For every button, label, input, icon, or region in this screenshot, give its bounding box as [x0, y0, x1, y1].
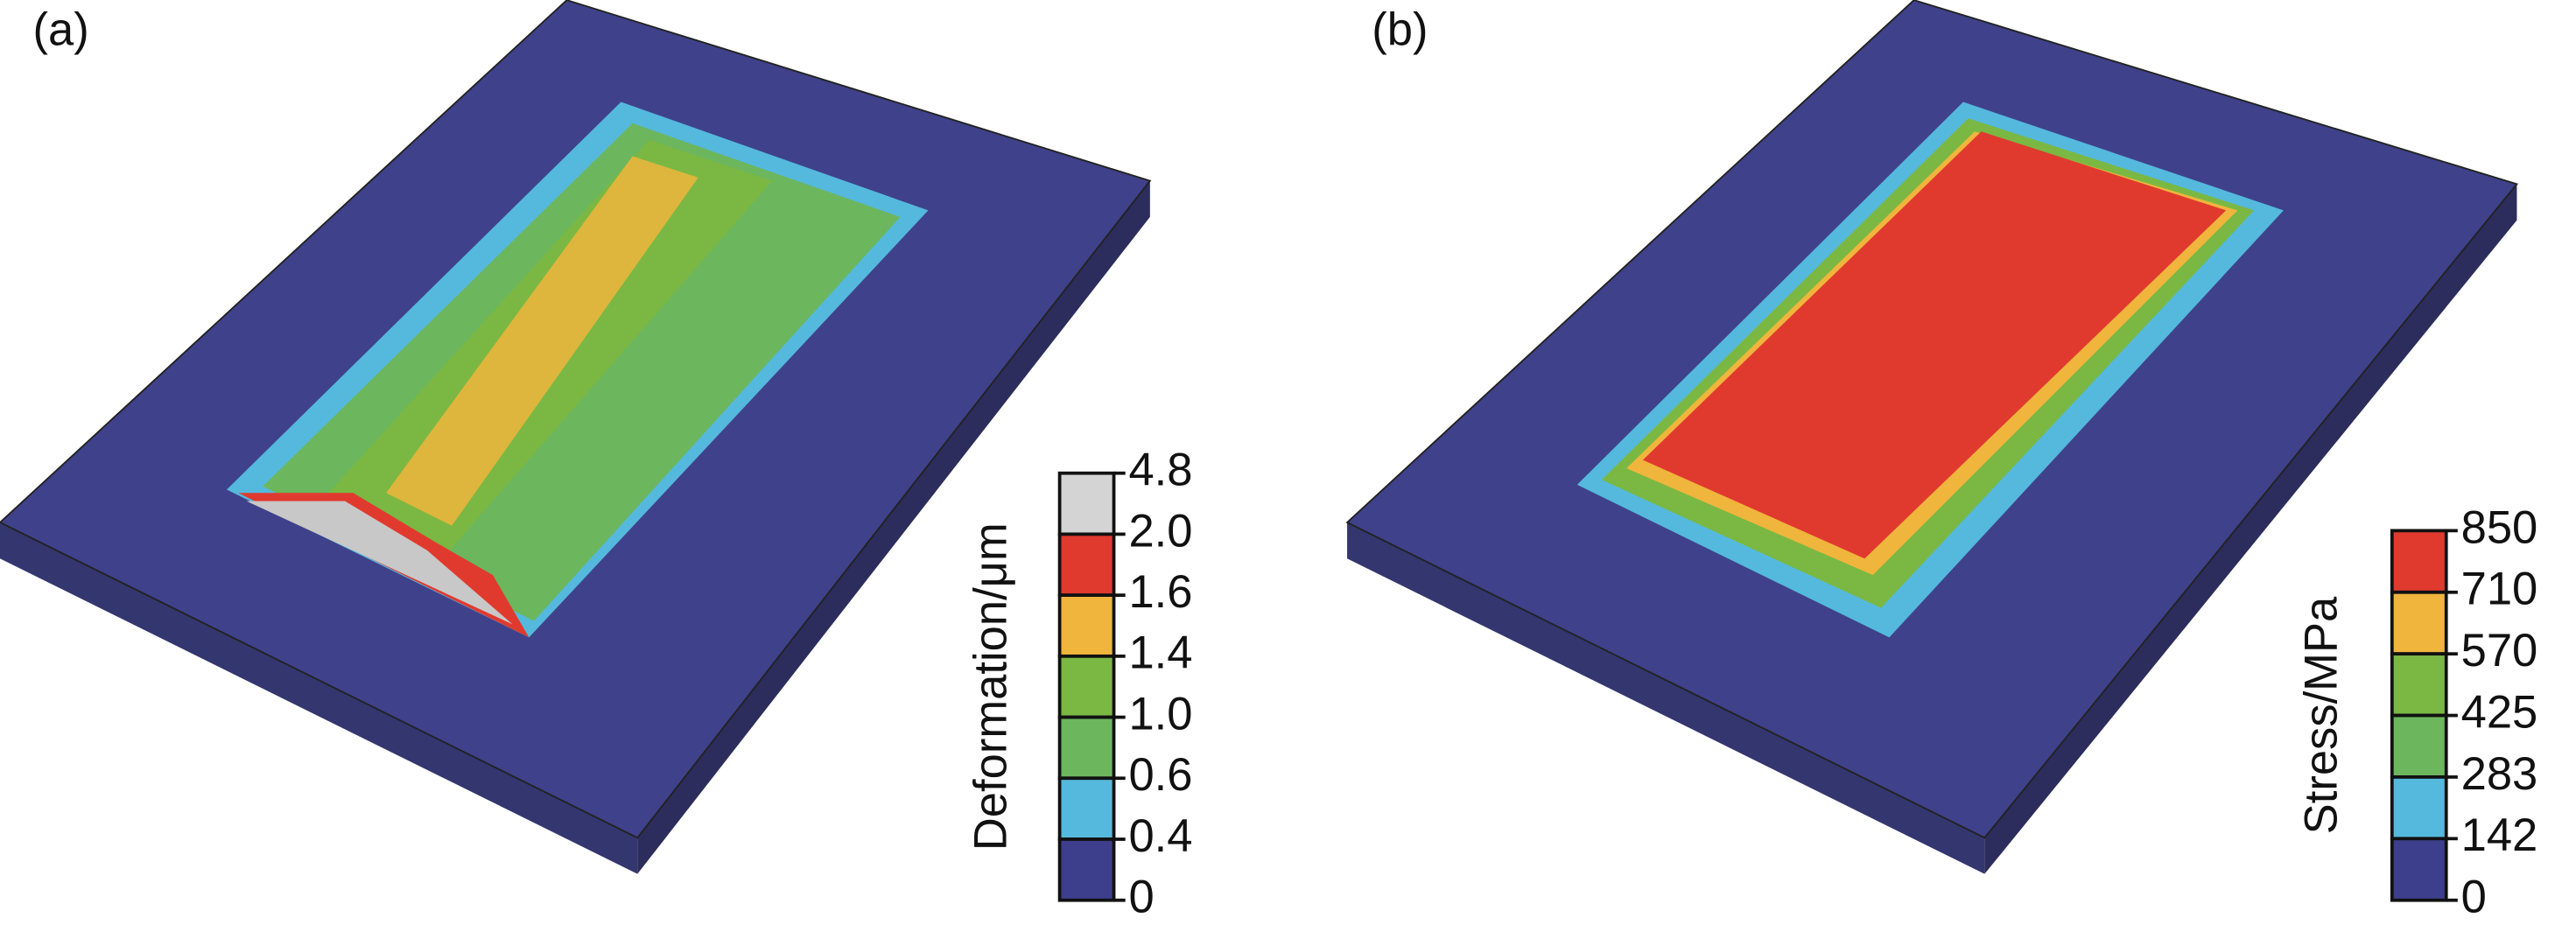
colorbar-swatch — [1057, 837, 1116, 902]
colorbar-swatch — [2390, 775, 2448, 841]
colorbar-title: Deformation/μm — [965, 522, 1016, 851]
colorbar-swatch — [1057, 715, 1116, 781]
colorbar-tick-label: 142 — [2461, 809, 2538, 861]
colorbar-tick-label: 4.8 — [1128, 445, 1192, 496]
colorbar-tick-label: 0 — [2461, 872, 2487, 923]
plate-side — [637, 180, 1150, 874]
pocket-field — [1642, 131, 2227, 559]
colorbar-swatch — [1057, 776, 1116, 841]
colorbar-swatch — [1057, 471, 1116, 536]
colorbar-tick-label: 283 — [2461, 748, 2538, 800]
colorbar-title: Stress/MPa — [2296, 596, 2348, 834]
colorbar-tick-label: 1.4 — [1128, 627, 1192, 679]
plate-a — [0, 0, 1152, 874]
plate-side — [1984, 184, 2517, 874]
colorbar-tick-label: 0.4 — [1128, 810, 1192, 862]
colorbar-tick-label: 0.6 — [1128, 749, 1192, 801]
colorbar-tick-label: 425 — [2461, 686, 2538, 738]
colorbar-tick-label: 0 — [1128, 872, 1154, 923]
colorbar-tick-label: 1.0 — [1128, 688, 1192, 739]
colorbar-swatch — [2390, 590, 2448, 656]
pocket-field — [386, 156, 698, 526]
plate-side — [1347, 522, 1985, 874]
colorbar-tick-label: 1.6 — [1128, 566, 1192, 618]
colorbar-tick-label: 2.0 — [1128, 505, 1192, 557]
colorbar-swatch — [2390, 652, 2448, 718]
panel-label: (b) — [1372, 4, 1428, 56]
colorbar-swatch — [2390, 529, 2448, 594]
plate-b — [1345, 0, 2519, 874]
colorbar-tick-label: 710 — [2461, 564, 2538, 615]
colorbar-swatch — [2390, 713, 2448, 779]
colorbar-tick-label: 570 — [2461, 625, 2538, 676]
colorbar-swatch — [1057, 532, 1116, 598]
colorbar-swatch — [2390, 837, 2448, 902]
colorbar-tick-label: 850 — [2461, 501, 2538, 553]
panel-label: (a) — [33, 4, 89, 56]
plate-side — [0, 522, 638, 874]
colorbar-swatch — [1057, 654, 1116, 719]
colorbar-swatch — [1057, 593, 1116, 658]
